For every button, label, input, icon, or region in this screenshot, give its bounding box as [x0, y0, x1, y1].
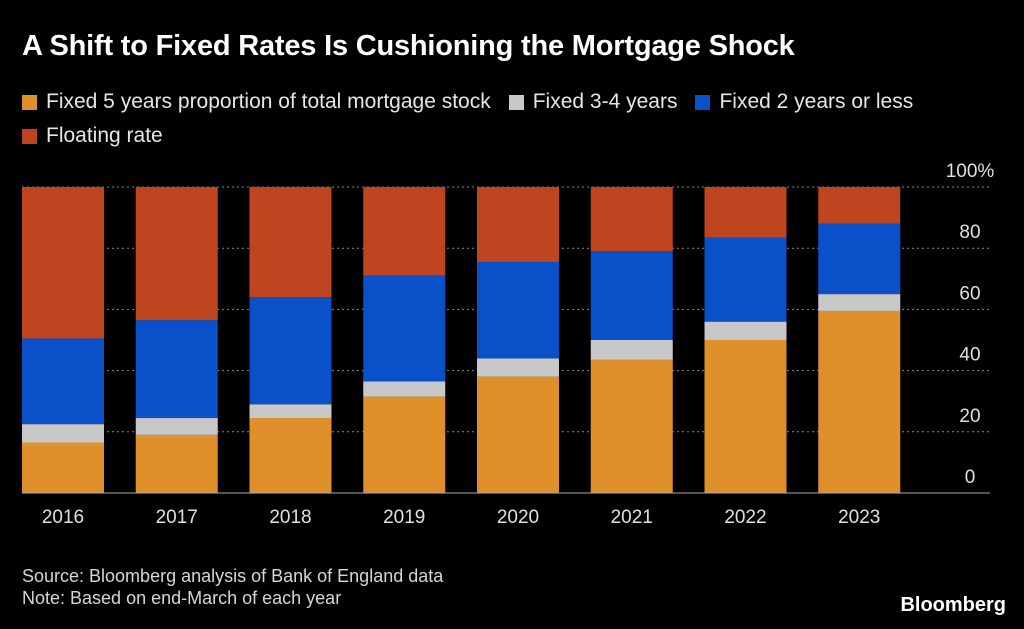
y-tick-label-100: 100% [946, 161, 995, 182]
bar-2016-fixed-2-years-or-less [22, 338, 104, 425]
footnote: Note: Based on end-March of each year [22, 588, 342, 608]
legend-swatch-floating-rate [22, 128, 37, 144]
x-tick-label-2020: 2020 [497, 507, 539, 528]
bar-2018-fixed-5-years-proportion-of-total-mortgage-stock [249, 418, 332, 493]
y-tick-label-0: 0 [965, 467, 976, 488]
bar-2023-fixed-5-years-proportion-of-total-mortgage-stock [818, 310, 901, 493]
bar-2021-fixed-5-years-proportion-of-total-mortgage-stock [590, 359, 673, 493]
y-tick-label-80: 80 [959, 222, 980, 243]
legend-item-floating-rate: Floating rate [22, 124, 163, 148]
legend-item-fixed-5-years: Fixed 5 years proportion of total mortga… [22, 90, 491, 114]
y-tick-label-60: 60 [959, 283, 980, 304]
legend-swatch-fixed-5-years [22, 94, 37, 110]
bar-2020-fixed-5-years-proportion-of-total-mortgage-stock [477, 376, 559, 493]
bar-2017-fixed-5-years-proportion-of-total-mortgage-stock [135, 434, 218, 493]
bar-2019-floating-rate [363, 187, 446, 276]
legend-label-fixed-3-4-years: Fixed 3-4 years [532, 90, 678, 113]
x-tick-label-2016: 2016 [42, 507, 84, 528]
bar-2017-floating-rate [135, 187, 218, 321]
bar-2017-fixed-3-4-years [135, 418, 218, 435]
bar-2018-fixed-3-4-years [249, 404, 332, 419]
bar-2020-floating-rate [477, 187, 559, 262]
legend-swatch-fixed-3-4-years [508, 94, 524, 110]
source-note: Source: Bloomberg analysis of Bank of En… [22, 566, 444, 586]
bar-2023-fixed-3-4-years [818, 294, 901, 311]
y-tick-label-20: 20 [959, 406, 980, 427]
bar-2021-fixed-2-years-or-less [590, 251, 673, 340]
x-tick-label-2022: 2022 [724, 507, 766, 528]
stacked-bar-chart: 2016 2017 2018 2019 2020 2021 2022 2023 0 20 40 60 8… [22, 161, 995, 528]
bar-2016-fixed-5-years-proportion-of-total-mortgage-stock [22, 442, 104, 493]
bar-2018-floating-rate [249, 187, 332, 298]
legend: Fixed 5 years proportion of total mortga… [22, 90, 1012, 148]
bar-2020-fixed-2-years-or-less [477, 261, 559, 359]
legend-item-fixed-2-years: Fixed 2 years or less [695, 90, 913, 114]
x-tick-label-2018: 2018 [269, 507, 311, 528]
x-tick-label-2023: 2023 [838, 507, 880, 528]
bar-2020-fixed-3-4-years [477, 358, 559, 377]
bar-2018-fixed-2-years-or-less [249, 297, 332, 405]
x-tick-label-2021: 2021 [611, 507, 653, 528]
bar-2023-fixed-2-years-or-less [818, 223, 901, 295]
legend-item-fixed-3-4-years: Fixed 3-4 years [508, 90, 678, 114]
bar-2022-fixed-3-4-years [704, 321, 787, 340]
bar-2019-fixed-2-years-or-less [363, 275, 446, 382]
x-tick-label-2017: 2017 [156, 507, 198, 528]
bar-2016-fixed-3-4-years [22, 424, 104, 443]
bar-2021-fixed-3-4-years [590, 340, 673, 360]
bar-2022-fixed-5-years-proportion-of-total-mortgage-stock [704, 340, 787, 493]
bloomberg-logo: Bloomberg [900, 594, 1006, 616]
bar-2019-fixed-5-years-proportion-of-total-mortgage-stock [363, 396, 446, 493]
bar-2016-floating-rate [22, 187, 104, 339]
bar-2019-fixed-3-4-years [363, 381, 446, 397]
bar-2021-floating-rate [590, 187, 673, 252]
x-tick-label-2019: 2019 [383, 507, 425, 528]
legend-label-fixed-2-years: Fixed 2 years or less [719, 90, 914, 113]
footer: Source: Bloomberg analysis of Bank of En… [22, 565, 443, 609]
bar-2022-fixed-2-years-or-less [704, 237, 787, 322]
y-tick-label-40: 40 [959, 345, 980, 366]
bar-2017-fixed-2-years-or-less [135, 320, 218, 419]
legend-label-fixed-5-years: Fixed 5 years proportion of total mortga… [46, 90, 491, 113]
legend-label-floating-rate: Floating rate [46, 124, 163, 147]
chart-title: A Shift to Fixed Rates Is Cushioning the… [22, 30, 795, 62]
bar-2023-floating-rate [818, 187, 901, 224]
bar-2022-floating-rate [704, 187, 787, 238]
legend-swatch-fixed-2-years [695, 94, 711, 110]
